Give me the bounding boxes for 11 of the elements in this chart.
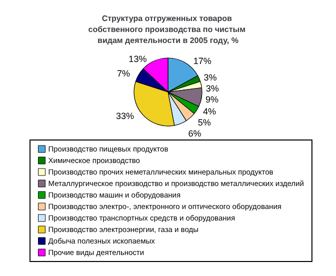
chart-title: Структура отгруженных товаров собственного производства по чистым видам деятельности в 2005 году, % (88, 14, 248, 45)
data-label: 5% (198, 117, 211, 128)
data-label: 7% (117, 68, 130, 79)
data-label: 4% (202, 106, 216, 116)
data-label: 17% (193, 56, 212, 66)
data-label: 6% (188, 128, 202, 138)
data-label: 9% (206, 94, 219, 105)
data-label: 3% (204, 72, 217, 83)
data-label: 13% (128, 54, 147, 64)
data-label: 33% (116, 110, 134, 121)
data-label: 3% (206, 84, 219, 94)
